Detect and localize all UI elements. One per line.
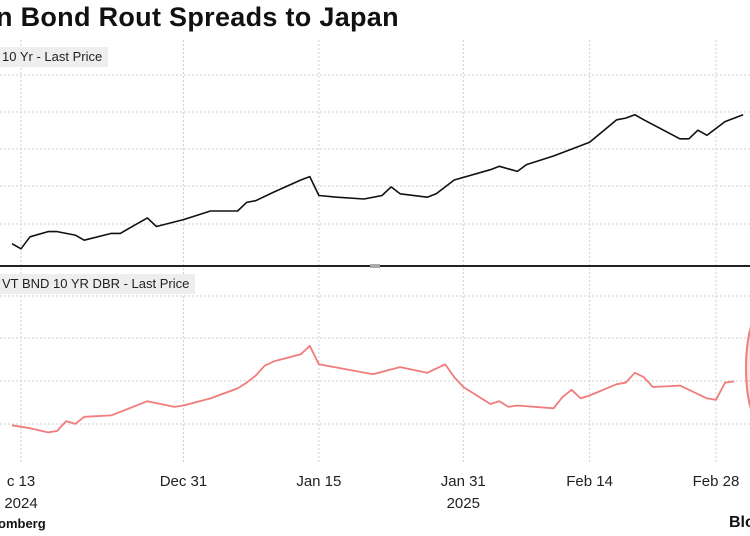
grid-lines: [0, 40, 750, 462]
chart-area: [0, 40, 750, 462]
brand-logo: Blo: [729, 514, 750, 531]
source-note: omberg: [0, 516, 46, 531]
x-year-label: 2024: [4, 495, 38, 512]
x-tick-label: Dec 31: [159, 473, 208, 490]
chart-title: n Bond Rout Spreads to Japan: [0, 2, 399, 32]
x-tick-label: c 13: [6, 473, 36, 490]
x-year-label: 2025: [446, 495, 480, 512]
series-line-bottom: [11, 344, 735, 434]
highlight-circle: [745, 326, 750, 410]
series-lines: [11, 113, 744, 434]
panel-label-bottom: VT BND 10 YR DBR - Last Price: [0, 274, 196, 294]
x-tick-label: Jan 31: [440, 473, 486, 490]
x-tick-label: Feb 28: [692, 473, 740, 490]
series-line-top: [11, 113, 744, 250]
divider-handle[interactable]: [370, 264, 380, 268]
x-tick-label: Feb 14: [566, 473, 613, 490]
panel-label-top: 10 Yr - Last Price: [0, 47, 109, 67]
x-tick-label: Jan 15: [296, 473, 342, 490]
